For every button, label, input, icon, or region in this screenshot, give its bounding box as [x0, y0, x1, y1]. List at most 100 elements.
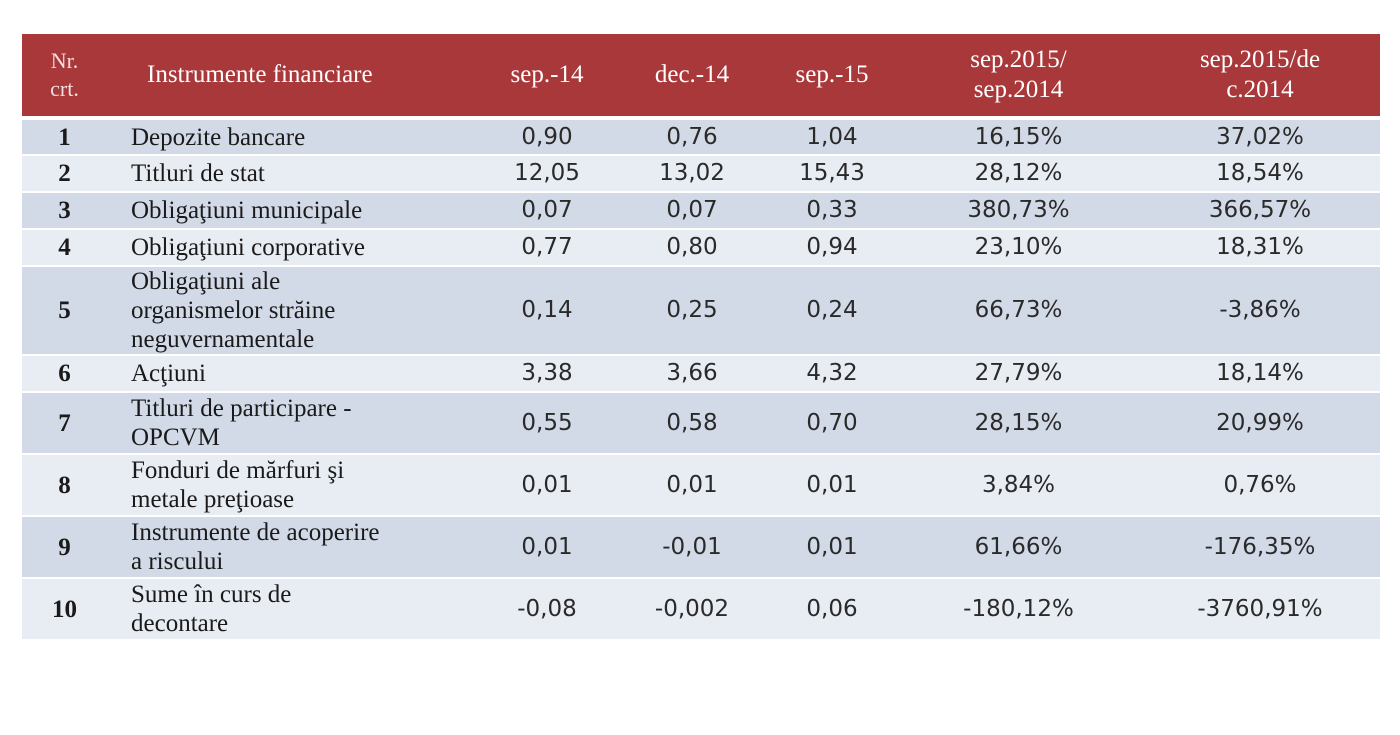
instrument-name: Instrumente de acoperire a riscului — [107, 516, 477, 579]
change-sep-vs-dec: -176,35% — [1140, 516, 1380, 579]
change-sep-vs-dec: 18,54% — [1140, 155, 1380, 193]
change-sep-vs-sep: 28,12% — [897, 155, 1140, 193]
header-dec-14: dec.-14 — [654, 61, 730, 88]
value-sep-14: 3,38 — [477, 355, 617, 393]
value-dec-14: 0,07 — [617, 192, 767, 230]
instrument-name-line: Titluri de participare - — [131, 395, 352, 422]
instrument-name-line: decontare — [131, 610, 229, 637]
change-sep-vs-sep: -180,12% — [897, 578, 1140, 641]
row-number: 6 — [22, 355, 107, 393]
value-sep-15: 0,06 — [767, 578, 897, 641]
row-number: 8 — [22, 454, 107, 517]
value-sep-14: 0,14 — [477, 266, 617, 356]
instrument-name-line: Fonduri de mărfuri şi — [131, 457, 345, 484]
value-sep-14: 0,07 — [477, 192, 617, 230]
table-body: 1 Depozite bancare 0,90 0,76 1,04 16,15% 37,02… — [22, 116, 1380, 641]
value-sep-14: 0,90 — [477, 116, 617, 156]
instrument-name: Obligaţiuni corporative — [107, 229, 477, 267]
value-dec-14: -0,01 — [617, 516, 767, 579]
header-change-sep-line2: sep.2014 — [973, 76, 1064, 103]
row-number: 2 — [22, 155, 107, 193]
instrument-name-line: Sume în curs de — [131, 581, 292, 608]
value-sep-14: 0,55 — [477, 392, 617, 455]
instrument-name: Obligaţiuni ale organismelor străine neguv… — [107, 266, 477, 356]
table-header-row: Nr. crt. Instrumente financiare sep.-14 … — [22, 34, 1380, 118]
header-sep-14: sep.-14 — [510, 61, 584, 88]
table-row: 5 Obligaţiuni ale organismelor străine negu… — [22, 266, 1380, 356]
header-change-dec: sep.2015/de c.2014 — [1140, 34, 1380, 118]
table-row: 3 Obligaţiuni municipale 0,07 0,07 0,33 380,7… — [22, 192, 1380, 230]
value-dec-14: 0,76 — [617, 116, 767, 156]
value-sep-15: 0,94 — [767, 229, 897, 267]
value-sep-15: 0,70 — [767, 392, 897, 455]
change-sep-vs-dec: 37,02% — [1140, 116, 1380, 156]
table-row: 7 Titluri de participare - OPCVM 0,55 0,58 0,… — [22, 392, 1380, 455]
row-number: 10 — [22, 578, 107, 641]
table-row: 6 Acţiuni 3,38 3,66 4,32 27,79% 18,14% — [22, 355, 1380, 393]
instrument-name-line: Titluri de stat — [131, 160, 265, 187]
value-dec-14: -0,002 — [617, 578, 767, 641]
value-sep-14: 0,01 — [477, 454, 617, 517]
header-nr-line1: Nr. — [50, 48, 79, 73]
instrument-name-line: Acţiuni — [131, 360, 206, 387]
header-change-sep: sep.2015/ sep.2014 — [897, 34, 1140, 118]
change-sep-vs-dec: 18,31% — [1140, 229, 1380, 267]
change-sep-vs-dec: 0,76% — [1140, 454, 1380, 517]
value-sep-15: 15,43 — [767, 155, 897, 193]
value-dec-14: 3,66 — [617, 355, 767, 393]
value-dec-14: 0,01 — [617, 454, 767, 517]
instrument-name: Obligaţiuni municipale — [107, 192, 477, 230]
change-sep-vs-sep: 16,15% — [897, 116, 1140, 156]
header-change-dec-line1: sep.2015/de — [1199, 46, 1321, 73]
table-row: 1 Depozite bancare 0,90 0,76 1,04 16,15% 37,02… — [22, 116, 1380, 156]
change-sep-vs-sep: 23,10% — [897, 229, 1140, 267]
instrument-name-line: Instrumente de acoperire — [131, 519, 380, 546]
table-row: 4 Obligaţiuni corporative 0,77 0,80 0,94 23,1… — [22, 229, 1380, 267]
instrument-name-line: OPCVM — [131, 424, 220, 451]
change-sep-vs-sep: 66,73% — [897, 266, 1140, 356]
change-sep-vs-dec: 18,14% — [1140, 355, 1380, 393]
instrument-name-line: organismelor străine — [131, 297, 336, 324]
value-sep-15: 4,32 — [767, 355, 897, 393]
financial-instruments-table-container: Nr. crt. Instrumente financiare sep.-14 … — [22, 34, 1380, 641]
header-nr-line2: crt. — [50, 76, 79, 101]
change-sep-vs-dec: -3,86% — [1140, 266, 1380, 356]
value-sep-14: 0,01 — [477, 516, 617, 579]
instrument-name: Titluri de stat — [107, 155, 477, 193]
instrument-name-line: Obligaţiuni corporative — [131, 234, 365, 261]
table-row: 9 Instrumente de acoperire a riscului 0,01-… — [22, 516, 1380, 579]
change-sep-vs-sep: 61,66% — [897, 516, 1140, 579]
change-sep-vs-sep: 28,15% — [897, 392, 1140, 455]
value-sep-15: 0,33 — [767, 192, 897, 230]
value-sep-14: -0,08 — [477, 578, 617, 641]
instrument-name: Acţiuni — [107, 355, 477, 393]
instrument-name: Fonduri de mărfuri şi metale preţioase — [107, 454, 477, 517]
instrument-name-line: metale preţioase — [131, 486, 295, 513]
row-number: 4 — [22, 229, 107, 267]
header-sep-15: sep.-15 — [795, 61, 869, 88]
header-change-dec-line2: c.2014 — [1226, 76, 1294, 103]
header-instrument: Instrumente financiare — [147, 61, 373, 88]
value-sep-15: 0,01 — [767, 454, 897, 517]
financial-instruments-table: Nr. crt. Instrumente financiare sep.-14 … — [22, 34, 1380, 641]
value-sep-15: 1,04 — [767, 116, 897, 156]
change-sep-vs-dec: 20,99% — [1140, 392, 1380, 455]
value-dec-14: 13,02 — [617, 155, 767, 193]
instrument-name-line: Obligaţiuni ale — [131, 268, 281, 295]
change-sep-vs-sep: 380,73% — [897, 192, 1140, 230]
value-sep-15: 0,24 — [767, 266, 897, 356]
value-dec-14: 0,58 — [617, 392, 767, 455]
instrument-name: Depozite bancare — [107, 116, 477, 156]
value-sep-14: 12,05 — [477, 155, 617, 193]
instrument-name: Sume în curs de decontare — [107, 578, 477, 641]
table-row: 10 Sume în curs de decontare -0,08 -0,002 0,0… — [22, 578, 1380, 641]
value-sep-15: 0,01 — [767, 516, 897, 579]
value-sep-14: 0,77 — [477, 229, 617, 267]
row-number: 5 — [22, 266, 107, 356]
change-sep-vs-dec: 366,57% — [1140, 192, 1380, 230]
change-sep-vs-sep: 27,79% — [897, 355, 1140, 393]
value-dec-14: 0,80 — [617, 229, 767, 267]
row-number: 7 — [22, 392, 107, 455]
instrument-name-line: Depozite bancare — [131, 123, 306, 151]
change-sep-vs-sep: 3,84% — [897, 454, 1140, 517]
